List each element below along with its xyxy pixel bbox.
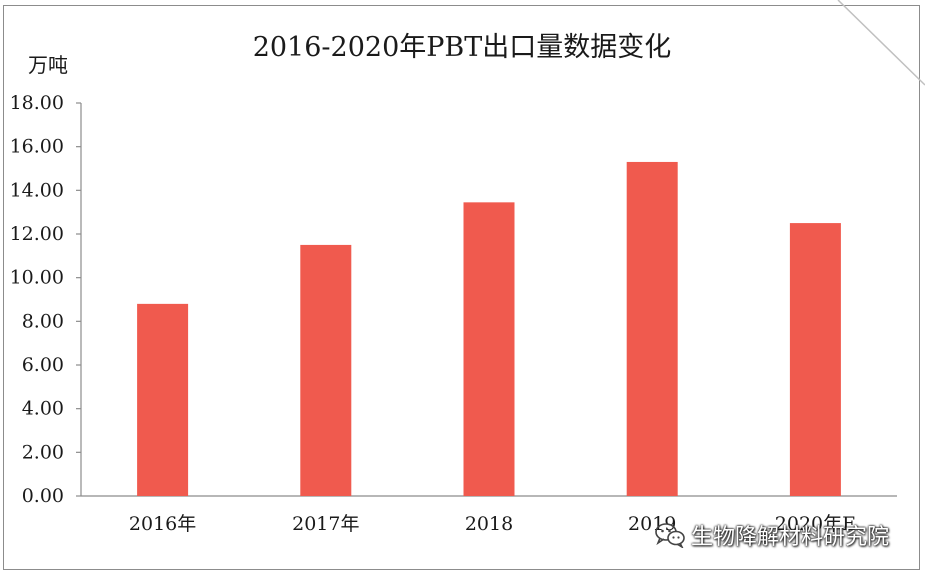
bar: [789, 223, 841, 497]
y-tick-label: 2.00: [22, 441, 64, 463]
y-tick-label: 8.00: [22, 310, 64, 332]
bar: [137, 303, 189, 496]
watermark: 生物降解材料研究院: [655, 518, 889, 552]
y-tick-label: 14.00: [10, 179, 64, 201]
x-tick-label: 2017年: [292, 513, 359, 535]
x-tick-label: 2016年: [129, 513, 196, 535]
y-axis: 0.00 2.00 4.00 6.00 8.00 10.00 12.00 14.00 16.00…: [10, 92, 82, 507]
y-tick-label: 16.00: [10, 136, 64, 158]
bar: [463, 202, 515, 496]
bar: [300, 244, 352, 496]
watermark-text: 生物降解材料研究院: [691, 525, 890, 550]
x-tick-label: 2018: [465, 513, 513, 535]
y-tick-label: 12.00: [10, 223, 64, 245]
y-tick-label: 18.00: [10, 92, 64, 114]
corner-fold-line: [837, 0, 925, 86]
x-tick-labels: 2016年 2017年 2018 2019 2020年E: [129, 513, 856, 535]
y-tick-label: 0.00: [22, 485, 64, 507]
y-axis-unit-label: 万吨: [28, 53, 68, 77]
y-tick-label: 4.00: [22, 398, 64, 420]
bars: [137, 161, 841, 497]
wechat-icon: [655, 523, 685, 548]
y-tick-label: 10.00: [10, 267, 64, 289]
bar: [626, 161, 678, 496]
y-tick-label: 6.00: [22, 354, 64, 376]
chart-title: 2016-2020年PBT出口量数据变化: [253, 32, 672, 63]
x-tick-label: 2020年E: [775, 513, 856, 535]
x-tick-label: 2019: [628, 513, 676, 535]
